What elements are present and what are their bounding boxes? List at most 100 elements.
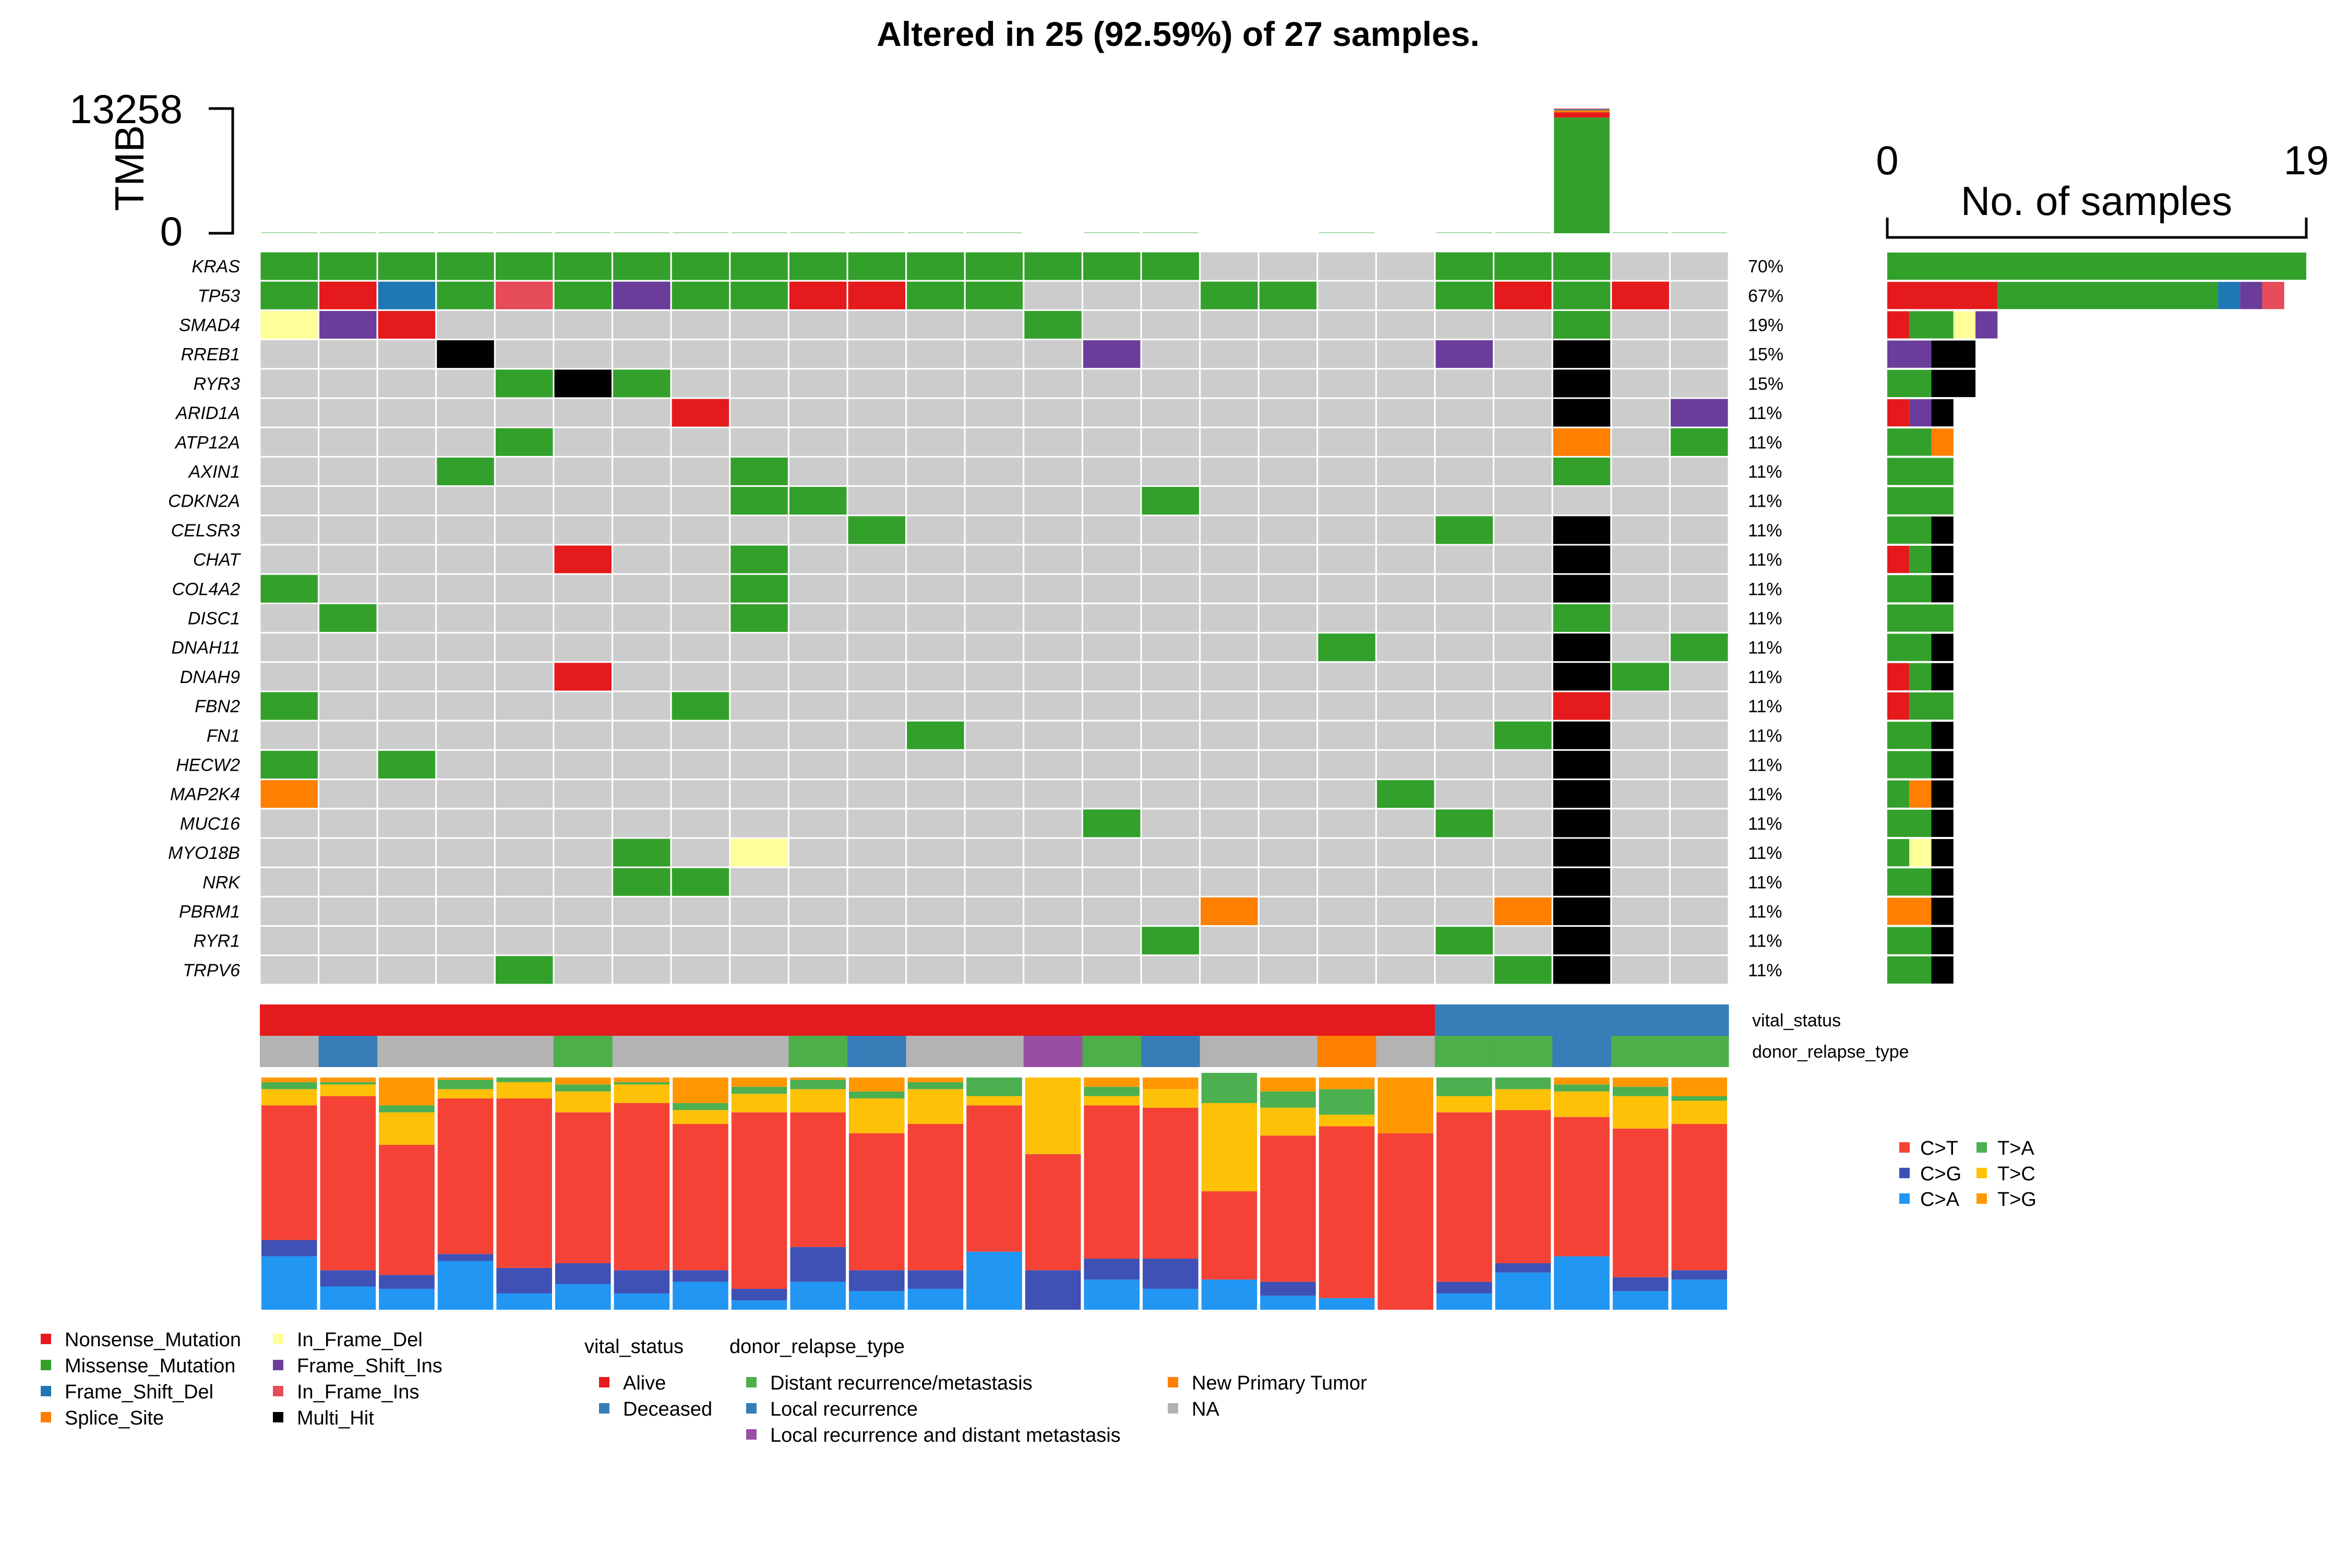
matrix-cell xyxy=(1669,309,1730,341)
clinical-track-label: donor_relapse_type xyxy=(1752,1042,1909,1062)
matrix-cell xyxy=(1493,808,1553,839)
matrix-cell xyxy=(846,397,907,428)
clinical-track-cell xyxy=(847,1036,907,1067)
matrix-cell xyxy=(612,514,672,546)
matrix-cell xyxy=(318,808,378,839)
titv-bar-segment xyxy=(1671,1270,1727,1280)
gene-label: TP53 xyxy=(198,286,240,306)
gene-percentage: 11% xyxy=(1748,843,1782,863)
titv-bar-segment xyxy=(731,1300,787,1310)
matrix-cell xyxy=(435,250,496,282)
matrix-cell xyxy=(1081,456,1142,487)
matrix-cell xyxy=(494,602,555,634)
samples-axis: 0 19 No. of samples xyxy=(1876,137,2329,224)
matrix-cell xyxy=(1140,720,1201,751)
titv-bar-segment xyxy=(614,1103,670,1271)
matrix-cell xyxy=(435,602,496,634)
matrix-cell xyxy=(1493,632,1553,663)
clinical-track-cell xyxy=(729,1036,789,1067)
matrix-cell xyxy=(553,954,614,986)
matrix-cell xyxy=(670,368,731,399)
titv-bar-segment xyxy=(1084,1086,1140,1096)
matrix-cell xyxy=(1140,837,1201,868)
matrix-cell xyxy=(846,456,907,487)
matrix-cell xyxy=(1551,690,1612,722)
matrix-cell xyxy=(1023,808,1083,839)
matrix-cell xyxy=(670,837,731,868)
matrix-cell xyxy=(1610,925,1671,956)
gene-percentage: 11% xyxy=(1748,814,1782,834)
matrix-cell xyxy=(1199,602,1260,634)
titv-bar-segment xyxy=(1143,1078,1199,1090)
matrix-cell xyxy=(729,954,789,986)
gene-label: TRPV6 xyxy=(183,961,240,980)
matrix-cell xyxy=(1199,749,1260,781)
matrix-cell xyxy=(1023,837,1083,868)
matrix-cell xyxy=(435,426,496,458)
matrix-cell xyxy=(1434,749,1495,781)
titv-bar-segment xyxy=(907,1288,964,1310)
tmb-bar-segment xyxy=(1554,110,1610,113)
matrix-cell xyxy=(1493,779,1553,810)
tmb-bar xyxy=(555,232,611,233)
matrix-cell xyxy=(435,280,496,311)
clinical-track-cell xyxy=(1435,1036,1494,1067)
gene-bar-segment xyxy=(1931,516,1954,544)
matrix-cell xyxy=(1610,954,1671,986)
matrix-cell xyxy=(1375,544,1436,575)
matrix-cell xyxy=(1493,309,1553,341)
titv-bar-segment xyxy=(1671,1078,1727,1096)
matrix-cell xyxy=(1081,397,1142,428)
gene-bar-segment xyxy=(1931,399,1954,427)
matrix-cell xyxy=(964,690,1025,722)
matrix-cell xyxy=(1610,866,1671,897)
matrix-cell xyxy=(1257,690,1319,722)
matrix-cell xyxy=(670,954,731,986)
variant-legend-label: Multi_Hit xyxy=(297,1407,374,1429)
matrix-cell xyxy=(259,485,320,517)
matrix-cell xyxy=(670,426,731,458)
gene-bar-segment xyxy=(1887,780,1910,808)
matrix-cell xyxy=(612,779,672,810)
matrix-cell xyxy=(1610,309,1671,341)
matrix-cell xyxy=(1610,602,1671,634)
matrix-cell xyxy=(1551,368,1612,399)
gene-bar-segment xyxy=(2240,282,2262,309)
matrix-cell xyxy=(612,661,672,692)
matrix-cell xyxy=(259,808,320,839)
gene-bar-segment xyxy=(1931,868,1954,896)
vital-status-legend-swatch xyxy=(599,1403,609,1414)
matrix-cell xyxy=(787,661,848,692)
titv-bar-segment xyxy=(1612,1086,1669,1096)
matrix-cell xyxy=(1140,632,1201,663)
matrix-cell xyxy=(1434,250,1495,282)
titv-bar-segment xyxy=(555,1091,611,1112)
matrix-cell xyxy=(494,779,555,810)
matrix-cell xyxy=(1375,485,1436,517)
gene-bar-segment xyxy=(1909,780,1932,808)
matrix-cell xyxy=(1316,514,1377,546)
matrix-cell xyxy=(612,866,672,897)
matrix-cell xyxy=(1199,690,1260,722)
matrix-cell xyxy=(259,837,320,868)
matrix-cell xyxy=(1551,837,1612,868)
matrix-cell xyxy=(787,426,848,458)
matrix-cell xyxy=(1375,837,1436,868)
matrix-cell xyxy=(1493,895,1553,927)
matrix-cell xyxy=(729,602,789,634)
gene-label: MAP2K4 xyxy=(170,785,240,805)
matrix-cell xyxy=(729,720,789,751)
matrix-cell xyxy=(1551,632,1612,663)
matrix-cell xyxy=(1669,280,1730,311)
titv-bar-segment xyxy=(673,1124,728,1271)
clinical-track-cell xyxy=(1082,1036,1142,1067)
gene-bar-segment xyxy=(1931,369,1976,397)
matrix-cell xyxy=(494,339,555,370)
titv-bar-segment xyxy=(320,1270,376,1287)
matrix-cell xyxy=(846,339,907,370)
gene-percentage: 11% xyxy=(1748,697,1782,716)
matrix-cell xyxy=(729,544,789,575)
matrix-cell xyxy=(553,397,614,428)
matrix-cell xyxy=(905,749,966,781)
matrix-cell xyxy=(729,280,789,311)
